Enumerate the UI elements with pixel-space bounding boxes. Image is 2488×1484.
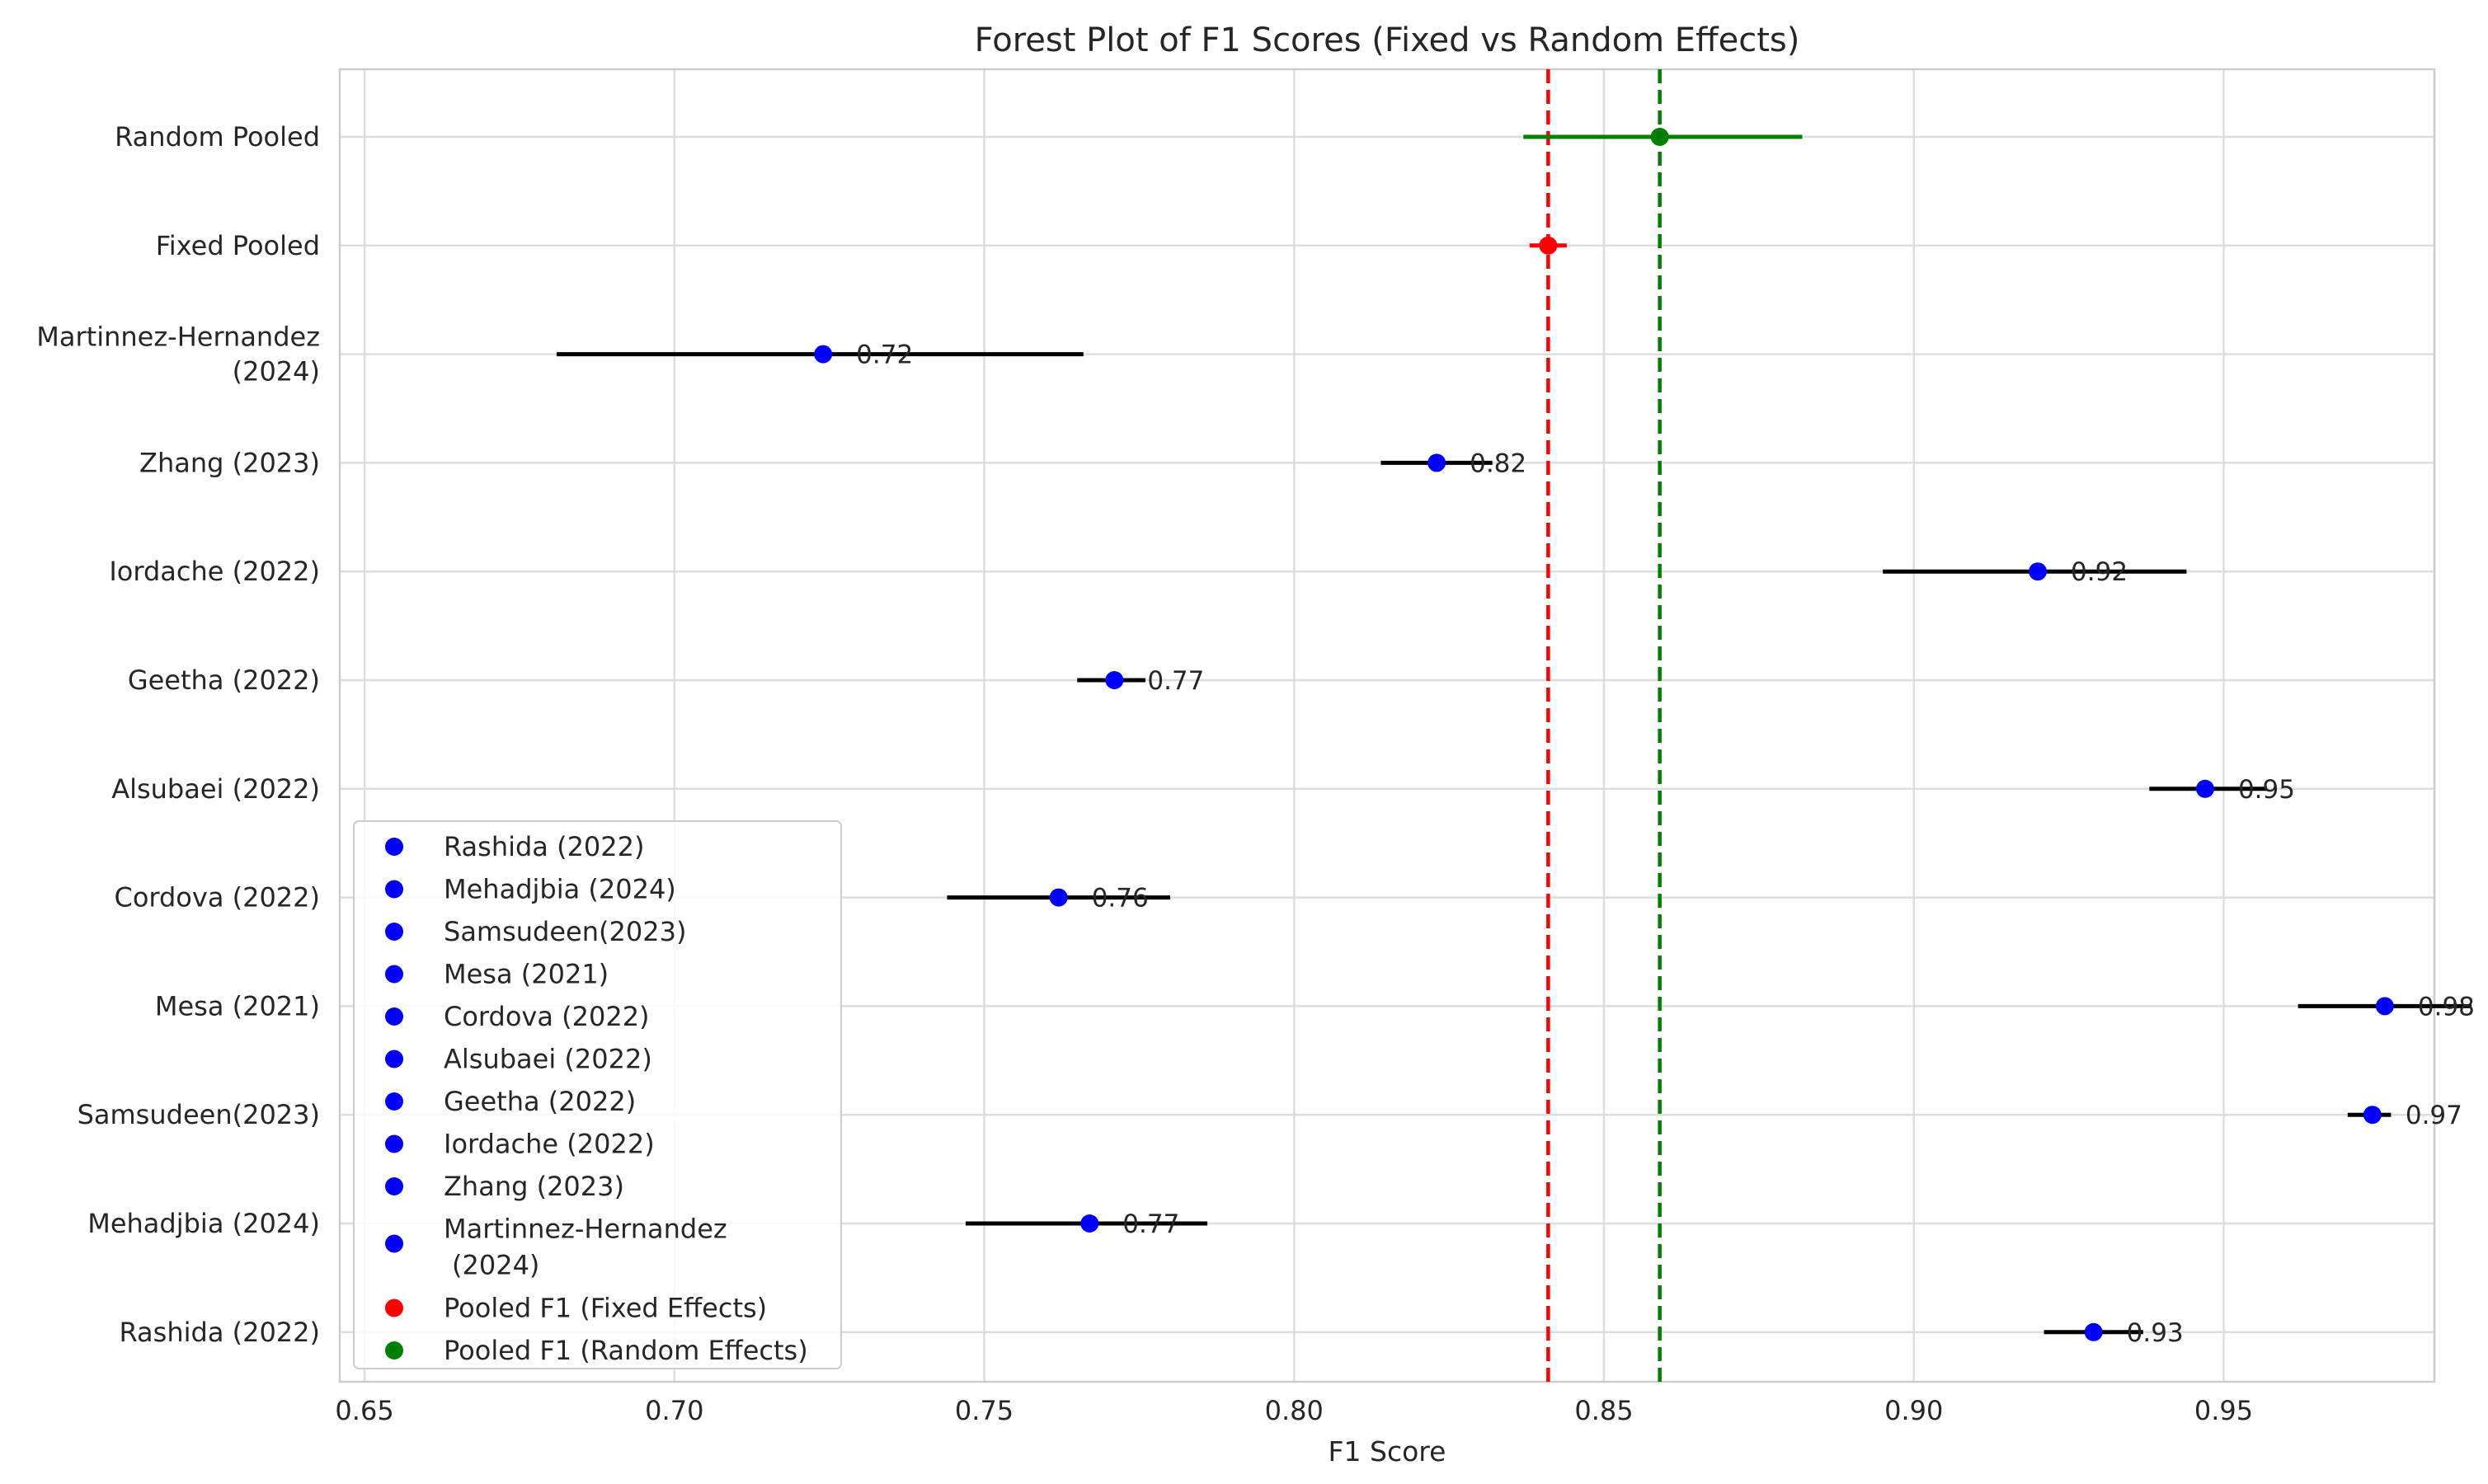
legend-marker	[385, 923, 403, 941]
y-tick-label: Random Pooled	[115, 121, 320, 153]
legend-marker	[385, 1234, 403, 1253]
y-tick-label: Mesa (2021)	[155, 990, 320, 1021]
chart-title: Forest Plot of F1 Scores (Fixed vs Rando…	[975, 21, 1800, 59]
y-tick-label: Fixed Pooled	[156, 230, 320, 261]
y-tick-labels: Random Pooled Fixed Pooled Martinnez-Herna…	[36, 121, 320, 1348]
x-tick-label: 0.85	[1574, 1395, 1633, 1426]
legend-label: Alsubaei (2022)	[444, 1044, 652, 1075]
x-tick-label: 0.95	[2194, 1395, 2253, 1426]
y-tick-label: Martinnez-Hernandez (2024)	[36, 322, 320, 387]
value-label: 0.95	[2238, 775, 2295, 805]
point-estimate	[1650, 128, 1669, 146]
value-label: 0.77	[1122, 1209, 1179, 1239]
legend-label: Mesa (2021)	[444, 959, 609, 990]
x-tick-label: 0.75	[955, 1395, 1014, 1426]
legend-label: Zhang (2023)	[444, 1171, 624, 1202]
study-marks: 0.72 0.82 0.92 0.77 0.95 0.76 0.98 0.97 0.77 0.93	[557, 128, 2475, 1348]
point-estimate	[814, 345, 833, 364]
y-tick-label: Cordova (2022)	[114, 882, 320, 913]
value-label: 0.82	[1470, 448, 1526, 478]
point-estimate	[1049, 888, 1068, 907]
legend-label: Pooled F1 (Random Effects)	[444, 1335, 808, 1366]
legend-label: Cordova (2022)	[444, 1001, 650, 1032]
legend-marker	[385, 1341, 403, 1360]
point-estimate	[2029, 562, 2048, 581]
value-label: 0.93	[2127, 1318, 2184, 1348]
y-tick-label: Samsudeen(2023)	[78, 1099, 320, 1130]
point-estimate	[1539, 236, 1558, 255]
legend-marker	[385, 838, 403, 856]
legend-marker	[385, 880, 403, 899]
y-tick-label: Iordache (2022)	[109, 556, 320, 587]
x-tick-label: 0.90	[1884, 1395, 1943, 1426]
value-label: 0.92	[2071, 557, 2128, 587]
point-estimate	[1427, 453, 1446, 472]
legend-label: Iordache (2022)	[444, 1129, 655, 1160]
legend-marker	[385, 965, 403, 984]
value-label: 0.97	[2406, 1101, 2462, 1130]
x-tick-labels: 0.65 0.70 0.75 0.80 0.85 0.90 0.95	[335, 1395, 2253, 1426]
legend-marker	[385, 1134, 403, 1153]
legend-marker	[385, 1298, 403, 1317]
y-tick-label: Mehadjbia (2024)	[87, 1208, 320, 1239]
legend-box	[353, 820, 842, 1369]
plot-frame	[338, 68, 2436, 1383]
x-tick-label: 0.80	[1265, 1395, 1324, 1426]
legend-label: Geetha (2022)	[444, 1086, 636, 1117]
value-label: 0.76	[1092, 884, 1149, 913]
legend-marker	[385, 1177, 403, 1195]
x-tick-label: 0.70	[645, 1395, 703, 1426]
value-label: 0.98	[2418, 992, 2475, 1021]
point-estimate	[2363, 1106, 2382, 1125]
point-estimate	[2195, 779, 2214, 798]
x-tick-label: 0.65	[335, 1395, 393, 1426]
legend-marker	[385, 1092, 403, 1111]
point-estimate	[2375, 997, 2394, 1016]
legend-label: Mehadjbia (2024)	[444, 874, 676, 905]
reference-lines	[1546, 69, 1662, 1382]
y-tick-label: Zhang (2023)	[139, 447, 320, 478]
point-estimate	[2084, 1322, 2103, 1341]
legend-label: Rashida (2022)	[444, 831, 644, 862]
y-tick-label: Geetha (2022)	[128, 665, 320, 696]
legend-marker	[385, 1007, 403, 1026]
legend-marker	[385, 1050, 403, 1068]
y-tick-label: Rashida (2022)	[120, 1317, 320, 1348]
x-axis-label: F1 Score	[1329, 1435, 1446, 1468]
point-estimate	[1105, 671, 1124, 689]
value-label: 0.77	[1147, 666, 1204, 696]
legend-label: Samsudeen(2023)	[444, 916, 686, 947]
value-label: 0.72	[856, 340, 913, 370]
legend: Rashida (2022) Mehadjbia (2024) Samsudeen(…	[353, 820, 842, 1369]
y-tick-label: Alsubaei (2022)	[111, 773, 320, 805]
point-estimate	[1080, 1214, 1099, 1233]
legend-label: Martinnez-Hernandez (2024)	[444, 1214, 727, 1281]
legend-label: Pooled F1 (Fixed Effects)	[444, 1293, 767, 1324]
